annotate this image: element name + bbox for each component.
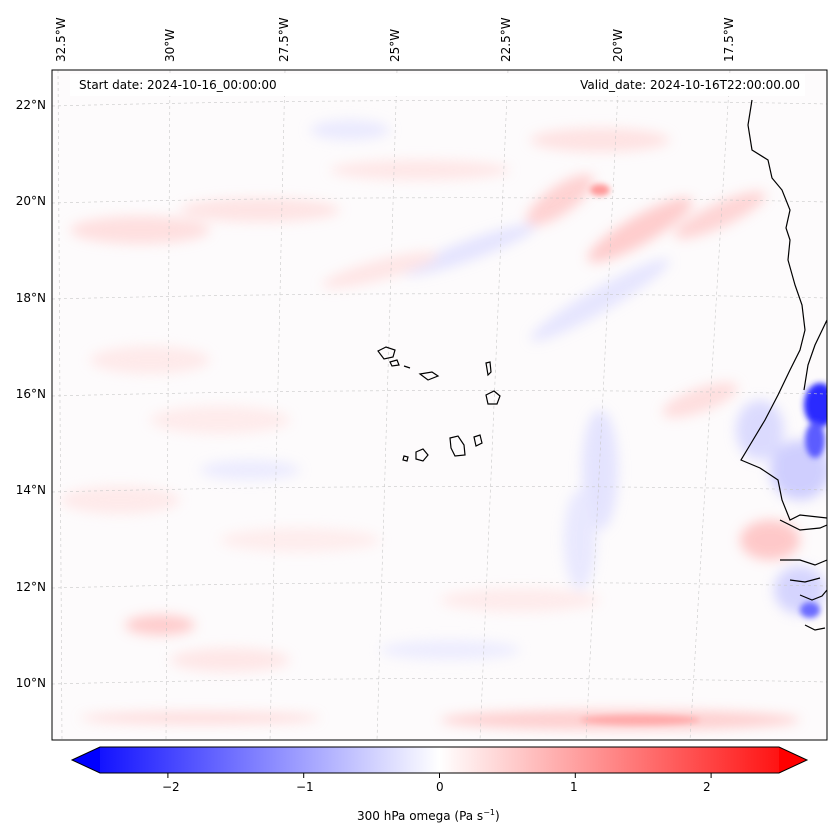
colorbar-label: 300 hPa omega (Pa s−1) (357, 808, 500, 823)
colorbar-label-close: ) (494, 809, 500, 823)
lat-label-10n: 10°N (15, 676, 46, 690)
valid-date-label: Valid_date: 2024-10-16T22:00:00.00 (580, 78, 800, 92)
colorbar-tick-label: 1 (570, 780, 578, 794)
colorbar-tick-label: 0 (436, 780, 444, 794)
lon-label-27-5w: 27.5°W (277, 17, 291, 62)
cape-verde-islands (377, 346, 501, 462)
map-frame (51, 69, 828, 741)
lat-label-22n: 22°N (15, 98, 46, 112)
lat-label-18n: 18°N (15, 291, 46, 305)
lon-label-32-5w: 32.5°W (54, 17, 68, 62)
colorbar-tick-label: −2 (162, 780, 180, 794)
lon-label-22-5w: 22.5°W (499, 17, 513, 62)
colorbar-label-main: 300 hPa omega (Pa s (357, 809, 484, 823)
colorbar-outline (70, 746, 809, 774)
colorbar-tick-label: 2 (703, 780, 711, 794)
start-date-label: Start date: 2024-10-16_00:00:00 (79, 78, 277, 92)
omega-field (60, 120, 827, 730)
lat-label-20n: 20°N (15, 194, 46, 208)
lat-label-14n: 14°N (15, 483, 46, 497)
coastline (740, 99, 827, 631)
header-strip (70, 74, 805, 96)
colorbar-label-exponent: −1 (483, 808, 495, 817)
colorbar-tick-label: −1 (296, 780, 314, 794)
colorbar-fill (72, 747, 807, 773)
colorbar-high-extend (779, 747, 807, 773)
colorbar-low-extend (72, 747, 100, 773)
colorbar-ticks (167, 773, 712, 778)
lat-label-12n: 12°N (15, 580, 46, 594)
lon-label-20w: 20°W (611, 28, 625, 62)
lon-label-17-5w: 17.5°W (722, 17, 736, 62)
lon-label-25w: 25°W (388, 28, 402, 62)
lon-label-30w: 30°W (163, 28, 177, 62)
lat-label-16n: 16°N (15, 387, 46, 401)
graticule (52, 70, 827, 740)
